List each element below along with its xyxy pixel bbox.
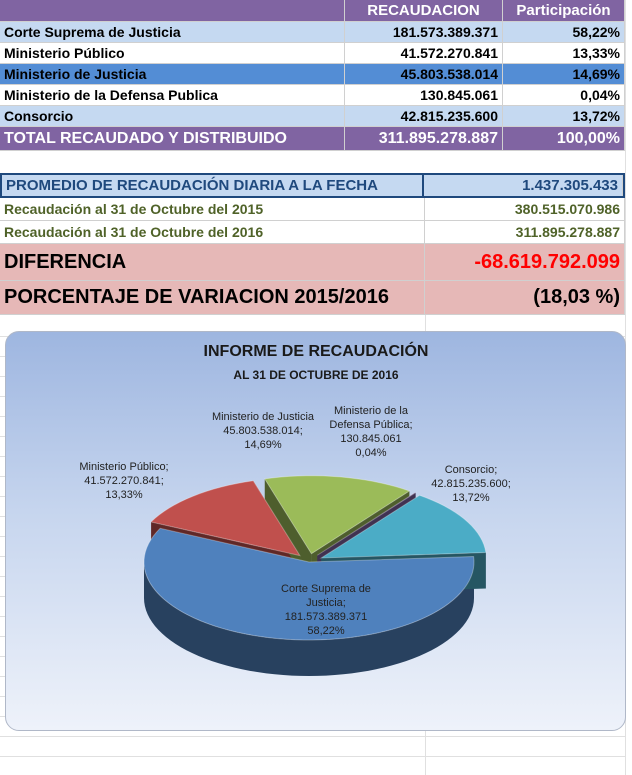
total-percent: 100,00% bbox=[503, 127, 625, 150]
table-cell: Ministerio de la Defensa Publica bbox=[0, 85, 345, 105]
label-category: Consorcio; bbox=[444, 464, 498, 476]
porcentaje-value: (18,03 %) bbox=[425, 281, 625, 314]
slice bbox=[143, 527, 475, 641]
data-label: Ministerio de la Defensa Pública; 130.845… bbox=[321, 404, 421, 460]
table-cell: 14,69% bbox=[503, 64, 625, 84]
chart-title: INFORME DE RECAUDACIÓN bbox=[204, 341, 429, 360]
data-label: Ministerio de Justicia 45.803.538.014; 14,… bbox=[188, 410, 338, 452]
table-cell: 0,04% bbox=[503, 85, 625, 105]
table-cell: Ministerio Público bbox=[0, 43, 345, 63]
porcentaje-row: PORCENTAJE DE VARIACION 2015/2016 (18,03… bbox=[0, 281, 625, 315]
chart-subtitle: AL 31 DE OCTUBRE DE 2016 bbox=[233, 368, 398, 382]
summary-value: 380.515.070.986 bbox=[425, 198, 625, 220]
grid-line bbox=[0, 736, 625, 737]
label-category: Corte Suprema de Justicia; bbox=[281, 583, 371, 609]
diferencia-label: DIFERENCIA bbox=[0, 244, 425, 280]
grid-line bbox=[0, 756, 625, 757]
label-percent: 13,72% bbox=[452, 492, 490, 504]
label-percent: 13,33% bbox=[105, 489, 143, 501]
table-cell: 181.573.389.371 bbox=[345, 22, 503, 42]
promedio-value: 1.437.305.433 bbox=[424, 175, 623, 196]
label-percent: 0,04% bbox=[355, 447, 387, 459]
label-value: 45.803.538.014; bbox=[223, 425, 303, 437]
label-category: Ministerio Público; bbox=[79, 461, 169, 473]
table-row: Corte Suprema de Justicia 181.573.389.371… bbox=[0, 22, 625, 43]
summary-value: 311.895.278.887 bbox=[425, 221, 625, 243]
label-value: 42.815.235.600; bbox=[431, 478, 511, 490]
summary-label: Recaudación al 31 de Octubre del 2016 bbox=[0, 221, 425, 243]
summary-row: Recaudación al 31 de Octubre del 2015 38… bbox=[0, 198, 625, 221]
table-cell: 42.815.235.600 bbox=[345, 106, 503, 126]
data-label: Consorcio; 42.815.235.600; 13,72% bbox=[411, 463, 531, 505]
slice bbox=[263, 475, 411, 555]
label-category: Ministerio de Justicia bbox=[211, 411, 315, 423]
header-blank bbox=[0, 0, 345, 21]
diferencia-value: -68.619.792.099 bbox=[425, 244, 625, 280]
total-label: TOTAL RECAUDADO Y DISTRIBUIDO bbox=[0, 127, 345, 150]
summary-row: Recaudación al 31 de Octubre del 2016 31… bbox=[0, 221, 625, 244]
label-value: 181.573.389.371 bbox=[284, 611, 368, 623]
table-cell: 13,33% bbox=[503, 43, 625, 63]
pie-chart: INFORME DE RECAUDACIÓN AL 31 DE OCTUBRE … bbox=[143, 341, 487, 676]
table-row: Ministerio de Justicia 45.803.538.014 14,6… bbox=[0, 64, 625, 85]
table-cell: 130.845.061 bbox=[345, 85, 503, 105]
table-cell: Consorcio bbox=[0, 106, 345, 126]
label-value: 41.572.270.841; bbox=[84, 475, 164, 487]
label-percent: 58,22% bbox=[307, 625, 345, 637]
slice bbox=[150, 480, 301, 557]
table-cell: Ministerio de Justicia bbox=[0, 64, 345, 84]
header-cell: RECAUDACION bbox=[345, 0, 503, 21]
header-cell: Participación bbox=[503, 0, 625, 21]
table-cell: Corte Suprema de Justicia bbox=[0, 22, 345, 42]
total-amount: 311.895.278.887 bbox=[345, 127, 503, 150]
table-cell: 41.572.270.841 bbox=[345, 43, 503, 63]
slice bbox=[319, 494, 487, 559]
header-row: RECAUDACION Participación bbox=[0, 0, 625, 22]
porcentaje-label: PORCENTAJE DE VARIACION 2015/2016 bbox=[0, 281, 425, 314]
table-row: Consorcio 42.815.235.600 13,72% bbox=[0, 106, 625, 127]
slice bbox=[317, 491, 417, 556]
label-category: Ministerio de la Defensa Pública; bbox=[329, 405, 413, 431]
table-row: Ministerio Público 41.572.270.841 13,33% bbox=[0, 43, 625, 64]
data-label: Corte Suprema de Justicia; 181.573.389.37… bbox=[266, 582, 386, 638]
slice-side bbox=[144, 562, 474, 676]
chart-area: INFORME DE RECAUDACIÓN AL 31 DE OCTUBRE … bbox=[5, 331, 626, 731]
data-label: Ministerio Público; 41.572.270.841; 13,33% bbox=[59, 460, 189, 502]
diferencia-row: DIFERENCIA -68.619.792.099 bbox=[0, 244, 625, 281]
table-row: Ministerio de la Defensa Publica 130.845.… bbox=[0, 85, 625, 106]
label-percent: 14,69% bbox=[244, 439, 282, 451]
summary-label: Recaudación al 31 de Octubre del 2015 bbox=[0, 198, 425, 220]
promedio-label: PROMEDIO DE RECAUDACIÓN DIARIA A LA FECH… bbox=[2, 175, 425, 196]
label-value: 130.845.061 bbox=[340, 433, 402, 445]
table-cell: 45.803.538.014 bbox=[345, 64, 503, 84]
promedio-row: PROMEDIO DE RECAUDACIÓN DIARIA A LA FECH… bbox=[0, 173, 625, 198]
table-cell: 58,22% bbox=[503, 22, 625, 42]
total-row: TOTAL RECAUDADO Y DISTRIBUIDO 311.895.27… bbox=[0, 127, 625, 151]
table-cell: 13,72% bbox=[503, 106, 625, 126]
